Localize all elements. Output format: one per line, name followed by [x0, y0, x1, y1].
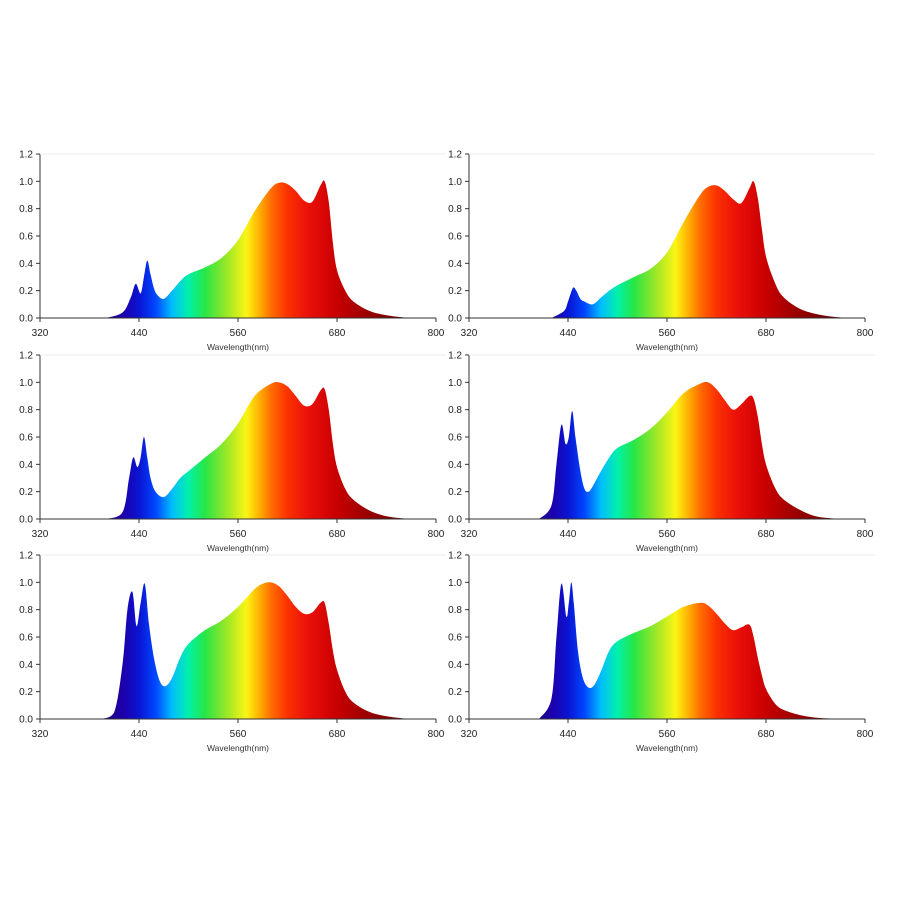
spectrum-area: [106, 180, 420, 318]
x-tick-label: 800: [428, 328, 445, 339]
y-tick-label: 1.2: [19, 351, 33, 362]
y-tick-label: 1.2: [19, 150, 33, 161]
x-tick-label: 560: [230, 529, 247, 540]
y-tick-label: 0.8: [19, 204, 33, 215]
spectrum-panel-3: 0.0 0.2 0.4 0.6 0.8 1.0 1.2 320 440 560 680 800 Wave…: [19, 351, 446, 553]
x-tick-label: 680: [329, 729, 346, 740]
y-tick-label: 0.4: [19, 259, 33, 270]
x-tick-label: 680: [758, 529, 775, 540]
spectrum-panel-4: 0.0 0.2 0.4 0.6 0.8 1.0 1.2 320 440 560 680 800 Wave…: [448, 351, 875, 553]
spectrum-panel-2: 0.0 0.2 0.4 0.6 0.8 1.0 1.2 320 440 560 680 800 Wave…: [448, 150, 875, 352]
x-tick-label: 800: [428, 529, 445, 540]
y-tick-label: 0.6: [19, 633, 33, 644]
y-tick-label: 1.0: [19, 378, 33, 389]
x-tick-label: 680: [758, 729, 775, 740]
y-tick-label: 0.8: [448, 405, 462, 416]
x-axis-label: Wavelength(nm): [207, 543, 269, 553]
y-tick-label: 0.0: [19, 314, 33, 325]
y-tick-label: 1.2: [448, 351, 462, 362]
y-tick-label: 0.8: [19, 605, 33, 616]
spectrum-area: [101, 582, 420, 719]
spectrum-area: [106, 381, 420, 519]
x-tick-label: 680: [329, 529, 346, 540]
x-tick-label: 680: [329, 328, 346, 339]
y-tick-label: 1.2: [448, 551, 462, 562]
x-tick-label: 560: [659, 328, 676, 339]
y-tick-label: 0.0: [19, 715, 33, 726]
x-tick-label: 320: [461, 328, 478, 339]
y-tick-label: 0.4: [19, 460, 33, 471]
y-tick-label: 0.4: [448, 660, 462, 671]
y-tick-label: 0.6: [448, 633, 462, 644]
x-axis-label: Wavelength(nm): [636, 342, 698, 352]
x-tick-label: 800: [428, 729, 445, 740]
x-axis-label: Wavelength(nm): [636, 543, 698, 553]
y-tick-label: 1.0: [448, 177, 462, 188]
x-tick-label: 320: [461, 729, 478, 740]
y-tick-label: 0.2: [448, 487, 462, 498]
x-tick-label: 560: [659, 529, 676, 540]
y-tick-label: 1.0: [19, 177, 33, 188]
spectrum-area: [551, 181, 849, 318]
x-tick-label: 320: [461, 529, 478, 540]
y-tick-label: 0.2: [19, 487, 33, 498]
x-tick-label: 560: [230, 729, 247, 740]
y-tick-label: 1.0: [448, 578, 462, 589]
x-axis-label: Wavelength(nm): [207, 743, 269, 753]
spectrum-area: [539, 582, 849, 719]
y-tick-label: 0.0: [448, 715, 462, 726]
y-tick-label: 0.4: [19, 660, 33, 671]
x-tick-label: 680: [758, 328, 775, 339]
y-tick-label: 1.0: [448, 378, 462, 389]
x-tick-label: 440: [131, 729, 148, 740]
y-tick-label: 0.4: [448, 259, 462, 270]
y-tick-label: 0.8: [19, 405, 33, 416]
y-tick-label: 0.0: [448, 314, 462, 325]
spectrum-panel-1: 0.0 0.2 0.4 0.6 0.8 1.0 1.2 320 440 560 680 800 Wave…: [19, 150, 446, 352]
y-tick-label: 0.0: [19, 515, 33, 526]
x-tick-label: 560: [230, 328, 247, 339]
x-tick-label: 440: [560, 529, 577, 540]
x-tick-label: 320: [32, 529, 49, 540]
y-tick-label: 0.2: [19, 286, 33, 297]
x-axis-label: Wavelength(nm): [636, 743, 698, 753]
y-tick-label: 0.2: [19, 687, 33, 698]
y-tick-label: 0.0: [448, 515, 462, 526]
y-tick-label: 1.2: [448, 150, 462, 161]
y-tick-label: 0.4: [448, 460, 462, 471]
y-tick-label: 0.8: [448, 204, 462, 215]
y-tick-label: 0.6: [19, 232, 33, 243]
y-tick-label: 0.2: [448, 687, 462, 698]
spectrum-panel-5: 0.0 0.2 0.4 0.6 0.8 1.0 1.2 320 440 560 680 800 Wave…: [19, 551, 446, 753]
x-tick-label: 440: [560, 328, 577, 339]
x-tick-label: 800: [857, 328, 874, 339]
spectrum-area: [539, 381, 849, 519]
x-tick-label: 320: [32, 729, 49, 740]
x-tick-label: 440: [131, 529, 148, 540]
y-tick-label: 0.6: [448, 232, 462, 243]
x-tick-label: 560: [659, 729, 676, 740]
x-tick-label: 800: [857, 729, 874, 740]
x-tick-label: 320: [32, 328, 49, 339]
y-tick-label: 1.2: [19, 551, 33, 562]
x-axis-label: Wavelength(nm): [207, 342, 269, 352]
x-tick-label: 440: [131, 328, 148, 339]
x-tick-label: 440: [560, 729, 577, 740]
y-tick-label: 1.0: [19, 578, 33, 589]
y-tick-label: 0.6: [19, 433, 33, 444]
y-tick-label: 0.2: [448, 286, 462, 297]
x-tick-label: 800: [857, 529, 874, 540]
spectrum-panel-6: 0.0 0.2 0.4 0.6 0.8 1.0 1.2 320 440 560 680 800 Wave…: [448, 551, 875, 753]
y-tick-label: 0.8: [448, 605, 462, 616]
y-tick-label: 0.6: [448, 433, 462, 444]
